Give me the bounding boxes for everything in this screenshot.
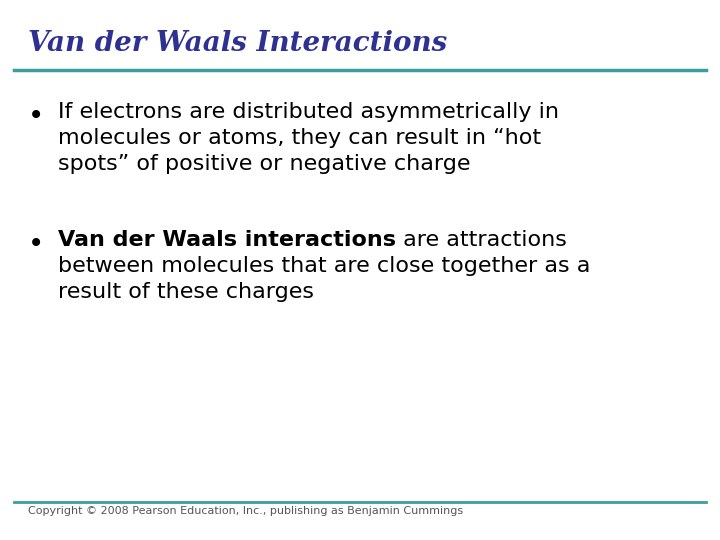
Text: Copyright © 2008 Pearson Education, Inc., publishing as Benjamin Cummings: Copyright © 2008 Pearson Education, Inc.… — [28, 506, 463, 516]
Text: molecules or atoms, they can result in “hot: molecules or atoms, they can result in “… — [58, 128, 541, 148]
Text: spots” of positive or negative charge: spots” of positive or negative charge — [58, 154, 470, 174]
Text: •: • — [28, 102, 44, 130]
Text: Van der Waals Interactions: Van der Waals Interactions — [28, 30, 447, 57]
Text: If electrons are distributed asymmetrically in: If electrons are distributed asymmetrica… — [58, 102, 559, 122]
Text: •: • — [28, 230, 44, 258]
Text: are attractions: are attractions — [396, 230, 567, 250]
Text: Van der Waals interactions: Van der Waals interactions — [58, 230, 396, 250]
Text: between molecules that are close together as a: between molecules that are close togethe… — [58, 256, 590, 276]
Text: result of these charges: result of these charges — [58, 282, 314, 302]
